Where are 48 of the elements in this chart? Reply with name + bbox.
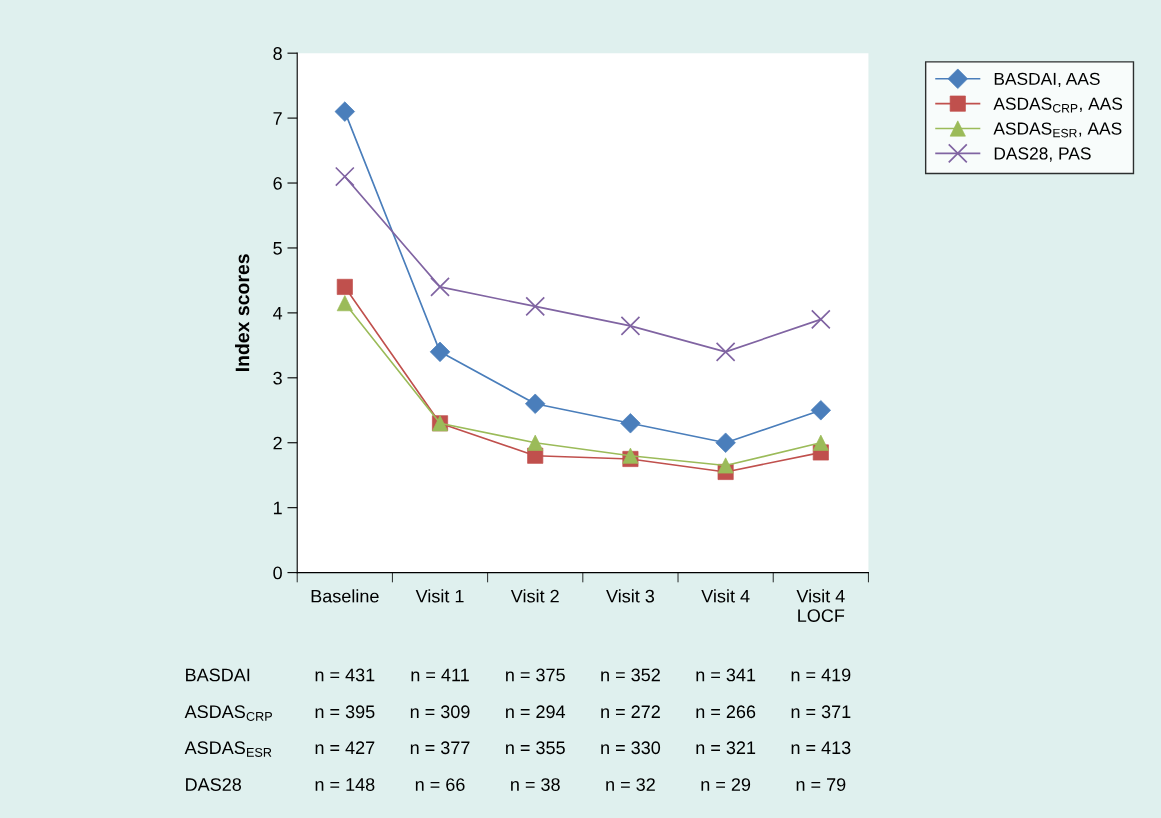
y-tick-label: 8 — [273, 47, 282, 60]
text: DAS28 — [186, 778, 242, 791]
text: n = 375 — [506, 668, 565, 682]
legend-label: ASDAS$_{ESR}$, AAS — [993, 122, 1122, 138]
text: n = 309 — [410, 705, 470, 719]
y-axis-title: Index scores — [235, 254, 250, 372]
y-tick-label: 0 — [273, 566, 282, 580]
text: n = 413 — [791, 741, 851, 755]
text: n = 411 — [411, 668, 469, 682]
x-tick-label: Visit 2 — [510, 589, 559, 603]
text: n = 321 — [696, 741, 756, 755]
text: n = 79 — [796, 778, 846, 791]
text: n = 431 — [315, 668, 375, 682]
text: n = 371 — [791, 705, 851, 719]
text: n = 272 — [601, 705, 660, 718]
y-tick-label: 5 — [273, 242, 282, 255]
text: n = 341 — [696, 668, 756, 682]
y-tick-label: 6 — [273, 176, 282, 190]
text: n = 66 — [415, 778, 465, 791]
legend-label: ASDAS$_{CRP}$, AAS — [993, 97, 1123, 113]
y-tick-label: 7 — [273, 112, 282, 125]
text: n = 419 — [791, 668, 851, 682]
text: n = 38 — [511, 778, 560, 791]
text: n = 352 — [601, 668, 660, 682]
legend-label: DAS28, PAS — [994, 147, 1091, 162]
text: n = 148 — [315, 778, 375, 791]
text: n = 377 — [410, 741, 470, 755]
text: n = 32 — [606, 778, 655, 791]
legend-label: BASDAI, AAS — [994, 72, 1100, 88]
text: n = 427 — [315, 741, 375, 754]
text: ASDAS$_{ESR}$ — [184, 741, 272, 757]
text: BASDAI — [186, 668, 250, 682]
text: n = 330 — [601, 741, 661, 755]
x-tick-label: Visit 3 — [606, 589, 655, 603]
text: n = 29 — [701, 778, 751, 791]
y-tick-label: 3 — [273, 371, 282, 385]
x-tick-label: Visit 4 — [701, 589, 750, 603]
text: n = 355 — [506, 741, 565, 755]
x-tick-label: Visit 1 — [415, 589, 464, 603]
text: ASDAS$_{CRP}$ — [184, 705, 272, 721]
text: n = 294 — [506, 705, 566, 719]
text: n = 266 — [696, 705, 756, 719]
y-tick-label: 1 — [273, 501, 282, 515]
text: n = 395 — [315, 705, 375, 719]
x-tick-label: Baseline — [311, 589, 379, 603]
y-tick-label: 2 — [273, 436, 282, 450]
y-tick-label: 4 — [273, 307, 283, 320]
x-tick-label: Visit 4 LOCF — [796, 589, 845, 622]
